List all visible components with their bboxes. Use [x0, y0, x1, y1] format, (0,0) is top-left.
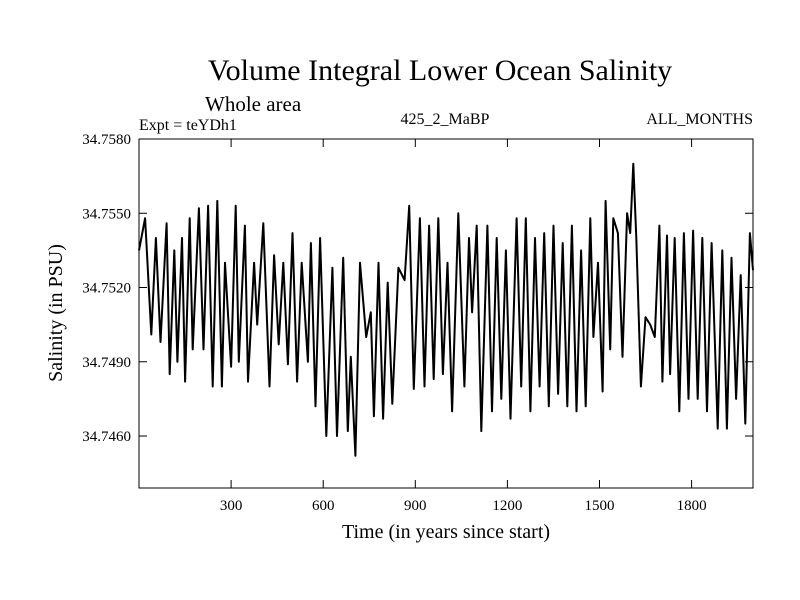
y-tick-label: 34.7580	[82, 132, 131, 148]
x-axis-label: Time (in years since start)	[342, 521, 550, 543]
x-axis-ticks: 300 600 900 1200 1500 1800	[220, 139, 707, 514]
plot-area	[138, 138, 754, 489]
x-tick-label: 1800	[677, 498, 707, 514]
x-tick-label: 1200	[492, 498, 522, 514]
y-tick-label: 34.7550	[82, 206, 131, 222]
x-tick-label: 900	[404, 498, 427, 514]
y-tick-label: 34.7460	[82, 429, 131, 445]
x-tick-label: 600	[312, 498, 335, 514]
y-tick-label: 34.7520	[82, 281, 131, 297]
y-tick-label: 34.7490	[82, 355, 131, 371]
y-axis-label: Salinity (in PSU)	[45, 244, 67, 382]
salinity-series-line	[138, 162, 754, 457]
x-tick-label: 1500	[585, 498, 615, 514]
y-axis-ticks: 34.7460 34.7490 34.7520 34.7550 34.7580	[82, 132, 753, 445]
run-label: 425_2_MaBP	[401, 111, 490, 128]
experiment-label: Expt = teYDh1	[139, 117, 237, 134]
chart-subtitle: Whole area	[205, 92, 302, 116]
months-label: ALL_MONTHS	[646, 111, 753, 128]
x-tick-label: 300	[220, 498, 243, 514]
chart-title: Volume Integral Lower Ocean Salinity	[208, 54, 672, 87]
